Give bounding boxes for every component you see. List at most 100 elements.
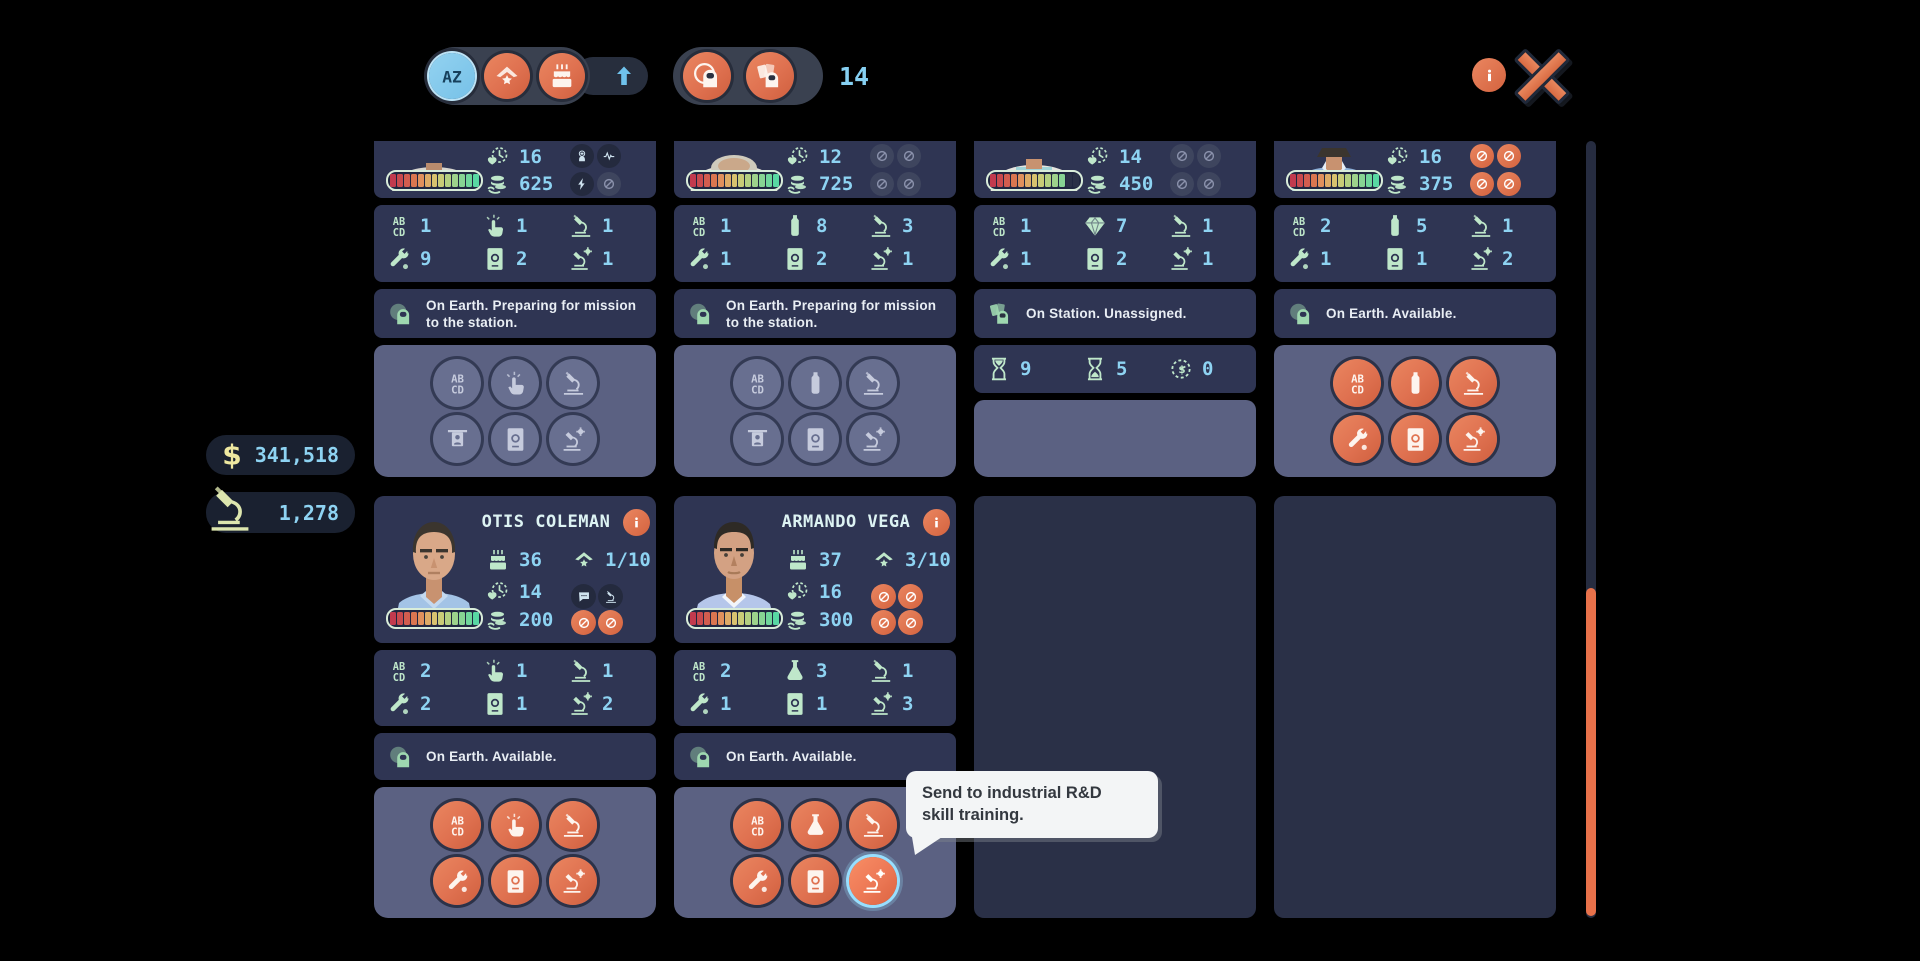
skill-abcd: AB CD 2 [1286, 213, 1332, 239]
microscope-icon [568, 213, 594, 239]
skill-passport: 2 [782, 246, 827, 272]
action-wrench-button[interactable] [433, 857, 481, 905]
action-abcd-button[interactable]: AB CD [433, 359, 481, 407]
action-microscope-gear-button[interactable] [1449, 415, 1497, 463]
action-microscope-button[interactable] [549, 801, 597, 849]
status-flag-pulse [597, 144, 621, 168]
skill-wrench: 1 [686, 691, 731, 717]
svg-text:CD: CD [751, 383, 764, 396]
status-flag-ban [1470, 144, 1494, 168]
action-abcd-button[interactable]: AB CD [733, 359, 781, 407]
passport-icon [1402, 426, 1429, 453]
astronaut-planet-icon [692, 61, 722, 91]
skill-value: 9 [1020, 358, 1032, 380]
skill-value: 1 [1202, 248, 1214, 270]
science-value: 1,278 [278, 500, 339, 525]
skill-value: 5 [1116, 358, 1128, 380]
crew-name: OTIS COLEMAN [481, 512, 611, 532]
abcd-icon: AB CD [744, 370, 771, 397]
status-section: On Earth. Available. [1274, 289, 1556, 338]
chat-icon [577, 590, 591, 604]
crew-header: 16 375 [1274, 141, 1556, 198]
sort-age-button[interactable] [539, 53, 585, 99]
action-passport-button[interactable] [791, 857, 839, 905]
abcd-icon: AB CD [1344, 370, 1371, 397]
filter-astronauts-on-earth-button[interactable] [683, 52, 731, 100]
info-icon [1482, 68, 1497, 83]
action-microscope-button[interactable] [849, 801, 897, 849]
sort-alphabetical-button[interactable]: AZ [429, 53, 475, 99]
action-passport-button[interactable] [791, 415, 839, 463]
action-wrench-button[interactable] [1333, 415, 1381, 463]
skill-tap: 1 [482, 213, 527, 239]
stat-coins: 625 [486, 172, 553, 196]
action-abcd-button[interactable]: AB CD [1333, 359, 1381, 407]
sort-rank-button[interactable] [484, 53, 530, 99]
status-flag-ban [871, 610, 896, 635]
info-button[interactable] [1472, 58, 1506, 92]
skill-value: 1 [720, 693, 732, 715]
stat-value: 16 [819, 581, 842, 603]
action-microscope-gear-button[interactable] [549, 415, 597, 463]
card-info-button[interactable] [923, 509, 950, 536]
microscope-icon [1468, 213, 1494, 239]
action-sign-button[interactable] [733, 415, 781, 463]
action-tap-button[interactable] [491, 801, 539, 849]
passport-icon [802, 426, 829, 453]
tap-icon [502, 812, 529, 839]
action-tap-button[interactable] [491, 359, 539, 407]
skill-hourglass-low: 5 [1082, 356, 1127, 382]
skill-hourglass-full: 9 [986, 356, 1031, 382]
action-microscope-button[interactable] [849, 359, 897, 407]
action-passport-button[interactable] [1391, 415, 1439, 463]
status-text: On Earth. Preparing for mission to the s… [726, 297, 937, 330]
microscope-icon [860, 370, 887, 397]
tap-icon [482, 658, 508, 684]
action-microscope-gear-button[interactable] [849, 415, 897, 463]
skill-microscope-gear: 1 [868, 246, 913, 272]
astronaut-earth-icon [388, 301, 414, 327]
skill-value: 1 [1020, 248, 1032, 270]
close-button[interactable] [1513, 47, 1571, 106]
microscope-gear-icon [868, 691, 894, 717]
crew-card: 16 625 AB CD 1 1 1 9 2 1 On Earth. Preparing fo… [374, 141, 656, 477]
action-abcd-button[interactable]: AB CD [733, 801, 781, 849]
ban-icon [1202, 149, 1216, 163]
skill-value: 0 [1202, 358, 1214, 380]
abcd-icon: AB CD [986, 213, 1012, 239]
action-wrench-button[interactable] [733, 857, 781, 905]
astronaut-cards-icon [988, 301, 1014, 327]
action-passport-button[interactable] [491, 415, 539, 463]
skills-section: AB CD 2 1 1 2 1 2 [374, 650, 656, 726]
svg-text:CD: CD [451, 383, 464, 396]
skill-value: 1 [1502, 215, 1514, 237]
pulse-icon [602, 149, 616, 163]
training-tooltip: Send to industrial R&D skill training. [906, 771, 1158, 838]
skill-value: 1 [602, 248, 614, 270]
status-flag-ban [597, 172, 621, 196]
health-bar [686, 170, 783, 191]
action-microscope-button[interactable] [1449, 359, 1497, 407]
svg-text:AB: AB [693, 661, 705, 673]
action-microscope-gear-button[interactable] [549, 857, 597, 905]
action-passport-button[interactable] [491, 857, 539, 905]
action-microscope-gear-button[interactable] [849, 857, 897, 905]
svg-text:CD: CD [393, 672, 405, 684]
status-flag-ban [898, 610, 923, 635]
action-bottle-button[interactable] [791, 359, 839, 407]
skill-passport: 1 [782, 691, 827, 717]
action-flask-button[interactable] [791, 801, 839, 849]
card-info-button[interactable] [623, 509, 650, 536]
action-abcd-button[interactable]: AB CD [433, 801, 481, 849]
status-section: On Earth. Available. [674, 733, 956, 780]
filter-astronauts-on-station-button[interactable] [746, 52, 794, 100]
flask-icon [802, 812, 829, 839]
skill-value: 1 [516, 660, 528, 682]
scrollbar-thumb[interactable] [1586, 588, 1596, 916]
action-sign-button[interactable] [433, 415, 481, 463]
scrollbar-track[interactable] [1586, 141, 1596, 918]
health-bar [1286, 170, 1383, 191]
action-bottle-button[interactable] [1391, 359, 1439, 407]
action-microscope-button[interactable] [549, 359, 597, 407]
empty-card-slot [1274, 496, 1556, 918]
